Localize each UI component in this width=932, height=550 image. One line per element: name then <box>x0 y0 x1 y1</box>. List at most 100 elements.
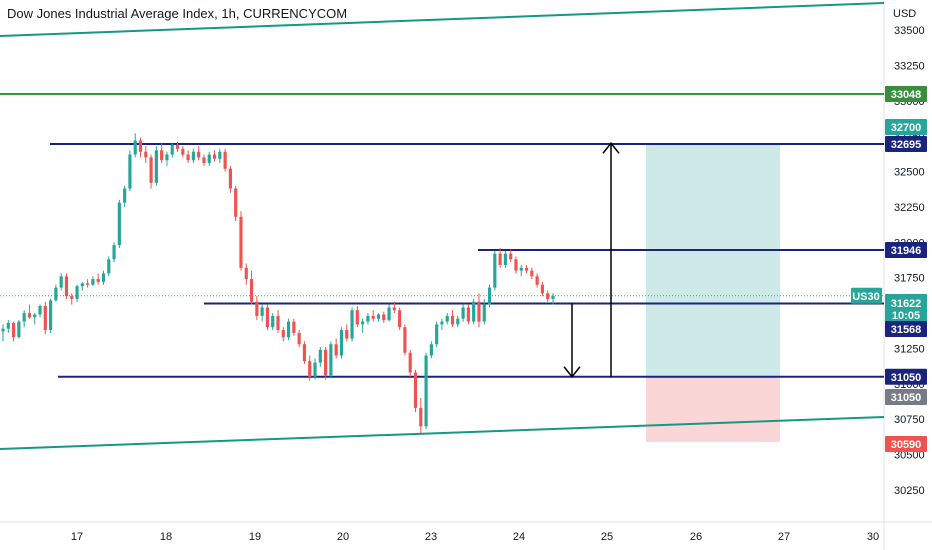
candle-body <box>128 154 132 189</box>
candle-body <box>133 140 137 155</box>
candle-body <box>530 270 534 277</box>
upper-channel-line <box>0 2 885 37</box>
x-tick-label: 23 <box>425 531 437 543</box>
candle-body <box>535 276 539 285</box>
candle-body <box>186 154 190 161</box>
candle-body <box>329 344 333 376</box>
y-tick-label: 32250 <box>894 202 925 214</box>
candle-body <box>345 330 349 339</box>
chart-title: Dow Jones Industrial Average Index, 1h, … <box>7 6 348 21</box>
price-badge-label: 32695 <box>891 139 922 151</box>
candle-body <box>11 322 16 338</box>
candles <box>1 133 555 434</box>
candle-body <box>202 157 206 164</box>
price-badge-sublabel: 10:05 <box>892 310 920 322</box>
candle-body <box>276 315 280 331</box>
candle-body <box>123 188 127 203</box>
x-axis-ticks: 17 18 19 20 23 24 25 26 27 30 <box>71 531 879 543</box>
candle-body <box>271 315 275 328</box>
up-arrow-head <box>602 142 620 154</box>
candle-body <box>387 307 391 321</box>
candle-body <box>477 301 481 322</box>
candle-body <box>472 301 476 322</box>
candle-body <box>382 314 386 321</box>
candle-body <box>218 151 222 159</box>
target-zone <box>646 143 780 377</box>
price-badge <box>885 436 927 452</box>
candle-body <box>223 151 227 169</box>
candle-body <box>260 307 264 316</box>
candle-body <box>239 216 243 268</box>
candle-body <box>38 306 42 315</box>
candle-body <box>482 304 486 322</box>
candle-body <box>33 314 37 318</box>
candle-body <box>318 349 322 363</box>
price-badge <box>885 321 927 337</box>
candle-body <box>234 188 238 217</box>
candle-body <box>191 151 195 161</box>
candle-body <box>524 267 529 271</box>
symbol-badge-label: US30 <box>852 291 880 303</box>
price-badge-label: 31050 <box>891 372 922 384</box>
candle-body <box>138 140 143 152</box>
candle-body <box>498 253 502 265</box>
candle-body <box>212 154 217 159</box>
price-badge <box>885 135 927 152</box>
y-tick-label: 30500 <box>894 450 925 462</box>
x-tick-label: 30 <box>867 531 879 543</box>
stop-zone <box>646 376 780 442</box>
candle-body <box>419 407 423 427</box>
price-badge <box>885 294 927 322</box>
candle-body <box>302 344 307 362</box>
x-tick-label: 18 <box>160 531 172 543</box>
y-tick-label: 31750 <box>894 273 925 285</box>
candle-body <box>308 361 312 377</box>
candle-body <box>435 324 439 345</box>
price-badge-label: 33048 <box>891 89 922 101</box>
candle-body <box>297 332 301 345</box>
price-badge <box>885 241 927 258</box>
candle-body <box>75 286 79 299</box>
candle-body <box>265 307 270 328</box>
candle-body <box>398 310 402 328</box>
candle-body <box>355 310 359 325</box>
candle-body <box>22 313 26 322</box>
down-arrow-head <box>563 366 581 378</box>
y-tick-label: 30750 <box>894 414 925 426</box>
candle-body <box>70 296 74 299</box>
candle-body <box>551 295 555 299</box>
candle-body <box>514 259 518 271</box>
candle-body <box>292 321 296 333</box>
candle-body <box>540 284 545 294</box>
candle-body <box>429 344 433 356</box>
lower-channel-line <box>0 416 885 450</box>
candle-body <box>324 349 328 376</box>
candle-body <box>392 307 396 311</box>
currency-label: USD <box>893 8 916 20</box>
candle-body <box>96 279 100 282</box>
candle-body <box>503 253 507 265</box>
candle-body <box>403 327 407 353</box>
candle-body <box>144 151 148 158</box>
candle-body <box>350 310 354 339</box>
candle-body <box>165 154 169 161</box>
candle-body <box>6 322 10 329</box>
price-badge <box>885 119 927 135</box>
drawing-lines <box>0 2 885 450</box>
x-tick-label: 26 <box>690 531 702 543</box>
price-badge-label: 31622 <box>891 298 922 310</box>
candle-body <box>519 267 523 271</box>
candle-body <box>376 314 381 319</box>
symbol-badge <box>851 287 882 304</box>
price-badge-label: 31568 <box>891 324 922 336</box>
candle-body <box>440 321 444 325</box>
x-tick-label: 27 <box>778 531 790 543</box>
candle-body <box>371 315 375 319</box>
candle-body <box>175 144 180 149</box>
x-tick-label: 17 <box>71 531 83 543</box>
candle-body <box>244 267 248 280</box>
candle-body <box>86 283 90 285</box>
candle-body <box>17 321 21 338</box>
price-badge <box>885 85 927 102</box>
